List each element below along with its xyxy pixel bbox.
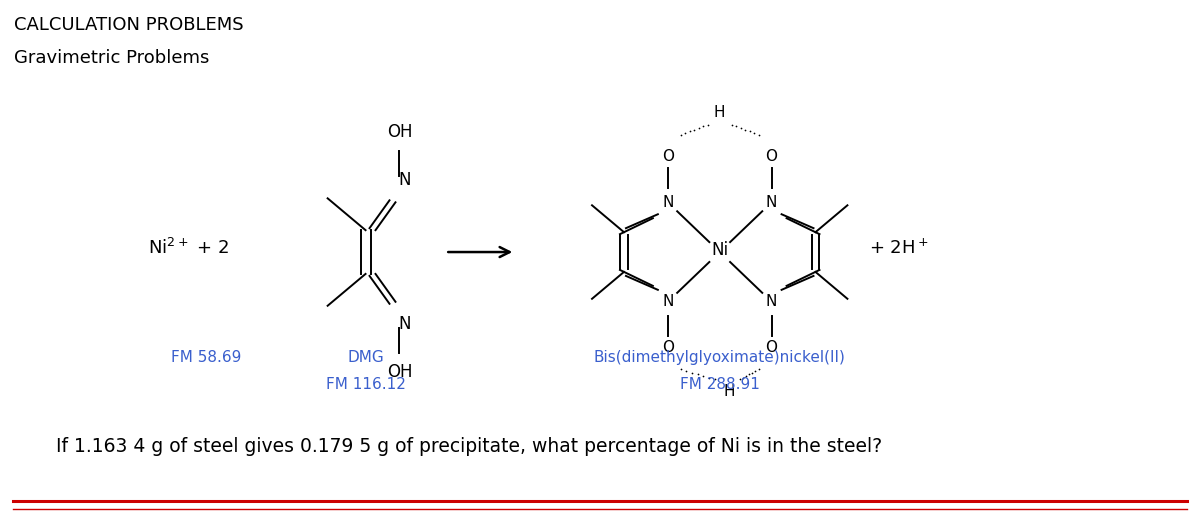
Text: N: N bbox=[662, 294, 673, 309]
Text: If 1.163 4 g of steel gives 0.179 5 g of precipitate, what percentage of Ni is i: If 1.163 4 g of steel gives 0.179 5 g of… bbox=[56, 437, 882, 457]
Text: N: N bbox=[766, 294, 778, 309]
Text: N: N bbox=[662, 195, 673, 210]
Text: FM 116.12: FM 116.12 bbox=[325, 378, 406, 393]
Text: H: H bbox=[724, 384, 736, 399]
Text: H: H bbox=[714, 105, 726, 120]
Text: Ni$^{2+}$ + 2: Ni$^{2+}$ + 2 bbox=[148, 238, 229, 258]
Text: N: N bbox=[398, 172, 410, 189]
Text: Gravimetric Problems: Gravimetric Problems bbox=[14, 49, 210, 67]
Text: N: N bbox=[398, 315, 410, 333]
Text: CALCULATION PROBLEMS: CALCULATION PROBLEMS bbox=[14, 16, 244, 34]
Text: Bis(dimethylglyoximate)nickel(II): Bis(dimethylglyoximate)nickel(II) bbox=[594, 349, 846, 365]
Text: FM 58.69: FM 58.69 bbox=[170, 349, 241, 365]
Text: OH: OH bbox=[386, 123, 413, 140]
Text: O: O bbox=[766, 149, 778, 164]
Text: O: O bbox=[766, 340, 778, 355]
Text: FM 288.91: FM 288.91 bbox=[679, 378, 760, 393]
Text: O: O bbox=[662, 340, 674, 355]
Text: Ni: Ni bbox=[712, 241, 728, 259]
Text: N: N bbox=[766, 195, 778, 210]
Text: DMG: DMG bbox=[347, 349, 384, 365]
Text: O: O bbox=[662, 149, 674, 164]
Text: + 2H$^+$: + 2H$^+$ bbox=[869, 238, 929, 258]
Text: OH: OH bbox=[386, 363, 413, 382]
